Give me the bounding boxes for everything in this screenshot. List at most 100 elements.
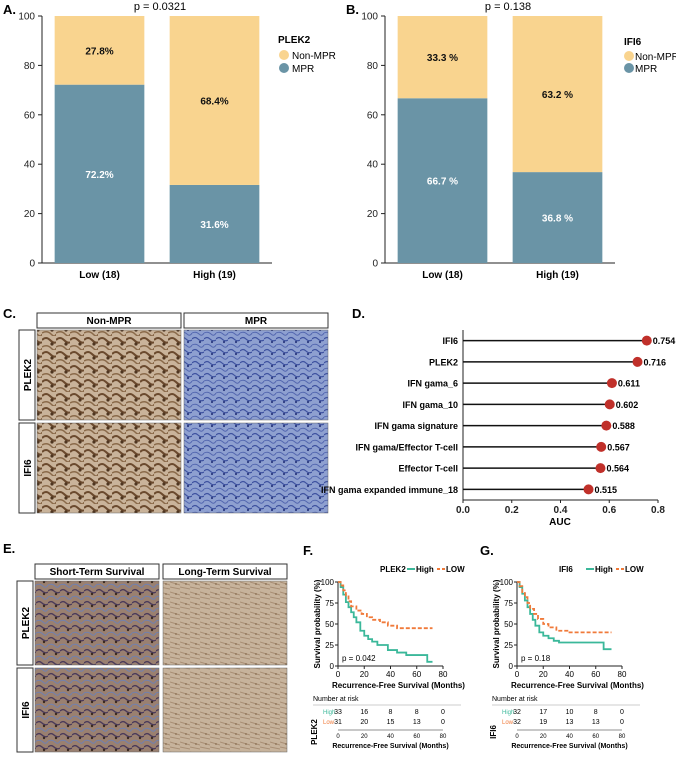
bar-label-mpr-a: 31.6% (200, 220, 228, 231)
risk-x-axis-label-g: Recurrence-Free Survival (Months) (511, 743, 627, 750)
y-tick-label-a: 0 (29, 259, 35, 270)
row-label-plek2-e: PLEK2 (21, 606, 32, 639)
panel-letter-c: C. (3, 306, 16, 321)
ihc-image-ifi6-mpr (183, 422, 329, 514)
x-category-label-a: Low (18) (79, 270, 120, 281)
category-label-d: IFN gama/Effector T-cell (355, 442, 458, 452)
risk-low-value-g: 0 (620, 719, 624, 726)
lollipop-dot (583, 484, 594, 495)
col-header-non-mpr: Non-MPR (87, 316, 133, 327)
km-legend-low-f: LOW (446, 565, 465, 574)
bar-label-mpr-a: 72.2% (85, 170, 113, 181)
km-y-axis-label-f: Survival probability (%) (313, 579, 322, 668)
row-label-ifi6-e: IFI6 (21, 701, 32, 719)
risk-low-value-g: 13 (566, 719, 574, 726)
x-tick-label-d: 0.2 (505, 505, 519, 516)
risk-high-value-g: 32 (513, 709, 521, 716)
bar-chart-b: 0 20 40 60 80 100 66.7 % 33.3 % Low (18) 36.8 % 63… (361, 12, 615, 281)
x-tick-label-d: 0.4 (554, 505, 568, 516)
panel-d: D. 0.0 0.2 0.4 0.6 0.8 IFI6 0.754 PLEK2 0.716 IFN… (321, 306, 675, 528)
risk-low-value-g: 32 (513, 719, 521, 726)
y-tick-label-a: 20 (24, 209, 36, 220)
auc-value-label: 0.564 (606, 464, 629, 474)
ihc-image-ifi6-short (34, 667, 160, 753)
lollipop-dot (604, 399, 615, 410)
auc-value-label: 0.515 (595, 485, 618, 495)
y-tick-label-b: 40 (367, 160, 379, 171)
row-label-box-plek2-c (18, 329, 36, 421)
risk-x-tick-label-f: 60 (413, 734, 420, 740)
auc-value-label: 0.602 (616, 400, 639, 410)
risk-high-value-f: 16 (360, 709, 368, 716)
risk-high-value-f: 33 (334, 709, 342, 716)
risk-side-label-g: IFI6 (489, 725, 498, 739)
row-label-box-ifi6-c (18, 422, 36, 514)
risk-high-value-f: 8 (415, 709, 419, 716)
km-y-tick-label-f: 50 (325, 620, 334, 629)
km-x-tick-label-g: 20 (539, 670, 548, 679)
category-label-d: PLEK2 (429, 357, 458, 367)
legend-swatch-non-mpr-b (624, 51, 634, 61)
risk-low-value-g: 13 (592, 719, 600, 726)
bar-label-mpr-b: 36.8 % (542, 214, 573, 225)
km-legend-title-f: PLEK2 (380, 565, 406, 574)
km-curve-high-f (338, 581, 433, 663)
km-x-tick-label-f: 0 (336, 670, 341, 679)
col-header-box-long-term (162, 563, 288, 580)
row-label-box-ifi6-e (16, 667, 34, 753)
km-legend-high-g: High (595, 565, 613, 574)
legend-label-mpr-a: MPR (292, 64, 314, 75)
lollipop-dot (641, 335, 652, 346)
km-legend-high-f: High (416, 565, 434, 574)
risk-high-value-g: 8 (594, 709, 598, 716)
legend-swatch-mpr-a (279, 63, 289, 73)
category-label-d: IFN gama expanded immune_18 (321, 485, 458, 495)
y-tick-label-a: 40 (24, 160, 36, 171)
risk-table-title-g: Number at risk (492, 696, 538, 703)
y-tick-label-b: 100 (361, 12, 378, 23)
row-label-ifi6-c: IFI6 (23, 459, 34, 477)
legend-label-non-mpr-b: Non-MPR (635, 52, 676, 63)
auc-value-label: 0.754 (653, 336, 676, 346)
risk-high-value-f: 8 (389, 709, 393, 716)
bar-mpr-a (54, 84, 145, 263)
y-tick-label-a: 80 (24, 61, 36, 72)
lollipop-dot (595, 463, 606, 474)
category-label-d: IFN gama_10 (402, 400, 458, 410)
y-tick-label-b: 60 (367, 110, 379, 121)
bar-mpr-a (169, 184, 260, 263)
km-legend-low-g: LOW (625, 565, 644, 574)
y-tick-label-b: 20 (367, 209, 379, 220)
lollipop-dot (601, 420, 612, 431)
row-label-box-plek2-e (16, 580, 34, 666)
bar-mpr-b (512, 172, 603, 263)
km-y-tick-label-f: 75 (325, 599, 334, 608)
bar-label-non-mpr-a: 27.8% (85, 46, 113, 57)
km-y-tick-label-f: 100 (321, 578, 335, 587)
km-y-tick-label-g: 50 (504, 620, 513, 629)
x-axis-label-d: AUC (549, 517, 571, 528)
bar-non-mpr-a (169, 16, 260, 185)
ihc-image-ifi6-long (162, 667, 288, 753)
category-label-d: IFI6 (442, 336, 458, 346)
risk-side-label-f: PLEK2 (310, 719, 319, 745)
pvalue-b: p = 0.138 (485, 1, 531, 13)
risk-row-label-high-f: High (323, 710, 335, 716)
panel-letter-b: B. (346, 2, 359, 17)
panel-letter-e: E. (3, 541, 15, 556)
x-category-label-a: High (19) (193, 270, 236, 281)
ihc-image-plek2-long (162, 580, 288, 666)
bar-mpr-b (397, 98, 488, 263)
km-x-tick-label-g: 80 (618, 670, 627, 679)
bar-non-mpr-b (512, 16, 603, 173)
y-tick-label-b: 0 (372, 259, 378, 270)
category-label-d: IFN gama signature (374, 421, 458, 431)
lollipop-dot (606, 378, 617, 389)
bar-label-mpr-b: 66.7 % (427, 177, 458, 188)
panel-letter-g: G. (480, 543, 494, 558)
km-x-axis-label-g: Recurrence-Free Survival (Months) (511, 681, 644, 690)
km-y-tick-label-g: 100 (500, 578, 514, 587)
